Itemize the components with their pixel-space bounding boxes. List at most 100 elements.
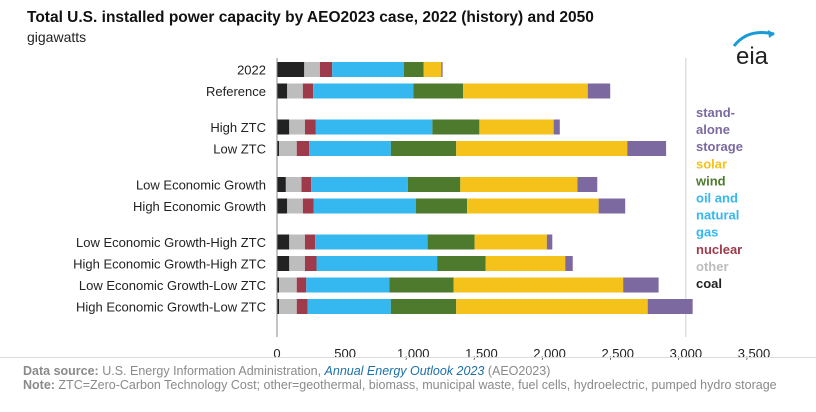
legend-entry-1: alone [696, 122, 730, 137]
bar-4-coal [277, 177, 286, 192]
x-tick-label-0: 0 [273, 346, 280, 360]
footer-separator [0, 357, 816, 358]
legend-entry-2: storage [696, 139, 743, 154]
chart-subtitle: gigawatts [27, 29, 87, 45]
note-label: Note: [23, 378, 55, 392]
bar-4-stand-alone-storage [577, 177, 598, 192]
bar-6-solar [474, 234, 547, 250]
category-label-5: High Economic Growth [133, 199, 266, 214]
bar-9-wind [390, 299, 457, 314]
chart-title: Total U.S. installed power capacity by A… [27, 9, 594, 26]
legend-entry-3: solar [696, 156, 727, 171]
bar-8-coal [277, 277, 280, 293]
legend-entry-5: oil and [696, 191, 738, 206]
bar-7-wind [437, 256, 486, 271]
legend-entry-10: coal [696, 276, 722, 291]
bar-2-oil-and-natural-gas [315, 119, 433, 135]
bar-3-solar [456, 141, 628, 156]
legend-entry-9: other [696, 259, 729, 274]
x-tick-label-3: 1,500 [465, 346, 498, 360]
bar-7-oil-and-natural-gas [316, 256, 438, 271]
eia-logo-icon[interactable]: eia [728, 26, 780, 70]
bar-3-nuclear [296, 141, 310, 156]
bar-0-coal [277, 62, 305, 77]
bar-3-coal [277, 141, 280, 156]
bar-1-stand-alone-storage [587, 83, 611, 99]
category-label-7: High Economic Growth-High ZTC [73, 257, 266, 272]
bar-7-coal [277, 256, 290, 271]
category-label-4: Low Economic Growth [136, 178, 266, 193]
bar-4-wind [407, 177, 461, 192]
bar-8-other [279, 277, 297, 293]
bar-7-stand-alone-storage [565, 256, 573, 271]
footer: Data source: U.S. Energy Information Adm… [23, 364, 793, 392]
x-tick-label-5: 2,500 [601, 346, 634, 360]
bar-1-coal [277, 83, 288, 99]
legend-entry-4: wind [695, 173, 726, 188]
legend-entry-6: natural [696, 208, 739, 223]
bar-5-stand-alone-storage [598, 198, 626, 214]
category-label-0: 2022 [237, 63, 266, 78]
bar-6-nuclear [304, 234, 316, 250]
legend-entry-7: gas [696, 225, 718, 240]
bar-0-other [304, 62, 320, 77]
bar-6-stand-alone-storage [546, 234, 553, 250]
category-label-8: Low Economic Growth-Low ZTC [79, 278, 266, 293]
category-label-2: High ZTC [210, 120, 266, 135]
bar-7-solar [485, 256, 566, 271]
bar-9-solar [456, 299, 648, 314]
bar-4-nuclear [301, 177, 312, 192]
legend-entry-0: stand- [696, 105, 735, 120]
bar-1-nuclear [302, 83, 314, 99]
note-text: ZTC=Zero-Carbon Technology Cost; other=g… [54, 378, 777, 392]
bar-5-solar [467, 198, 599, 214]
bar-8-wind [389, 277, 454, 293]
bar-0-stand-alone-storage [441, 62, 443, 77]
bar-5-other [287, 198, 303, 214]
bar-7-nuclear [304, 256, 317, 271]
bar-8-oil-and-natural-gas [306, 277, 390, 293]
bar-1-wind [413, 83, 464, 99]
bar-2-other [289, 119, 305, 135]
bar-8-solar [453, 277, 624, 293]
bar-4-other [285, 177, 302, 192]
bar-4-oil-and-natural-gas [311, 177, 408, 192]
bar-5-wind [416, 198, 468, 214]
x-tick-label-6: 3,000 [670, 346, 703, 360]
bar-0-wind [403, 62, 424, 77]
bar-5-oil-and-natural-gas [313, 198, 417, 214]
bar-3-stand-alone-storage [627, 141, 667, 156]
bar-6-other [289, 234, 305, 250]
bar-3-wind [390, 141, 457, 156]
bar-2-wind [432, 119, 480, 135]
category-label-9: High Economic Growth-Low ZTC [76, 300, 266, 315]
bar-0-nuclear [319, 62, 333, 77]
bar-0-solar [423, 62, 442, 77]
bar-5-coal [277, 198, 288, 214]
x-tick-label-7: 3,500 [738, 346, 771, 360]
note-line: Note: ZTC=Zero-Carbon Technology Cost; o… [23, 378, 793, 392]
bar-6-wind [427, 234, 475, 250]
bar-2-stand-alone-storage [553, 119, 560, 135]
category-label-1: Reference [206, 84, 266, 99]
legend-entry-8: nuclear [696, 242, 742, 257]
data-source-line: Data source: U.S. Energy Information Adm… [23, 364, 793, 378]
bar-3-other [279, 141, 297, 156]
bar-2-nuclear [304, 119, 316, 135]
bar-9-coal [277, 299, 280, 314]
bar-7-other [289, 256, 305, 271]
bar-4-solar [460, 177, 578, 192]
bar-5-nuclear [302, 198, 314, 214]
bar-6-oil-and-natural-gas [315, 234, 428, 250]
x-tick-label-4: 2,000 [533, 346, 566, 360]
bar-2-coal [277, 119, 290, 135]
eia-logo-arc-tip [768, 30, 775, 38]
bar-1-oil-and-natural-gas [313, 83, 414, 99]
bar-8-nuclear [296, 277, 307, 293]
bar-1-other [287, 83, 303, 99]
bar-1-solar [463, 83, 588, 99]
bar-9-oil-and-natural-gas [307, 299, 391, 314]
bar-8-stand-alone-storage [623, 277, 659, 293]
data-source-link[interactable]: Annual Energy Outlook 2023 [324, 364, 485, 378]
bar-0-oil-and-natural-gas [332, 62, 404, 77]
